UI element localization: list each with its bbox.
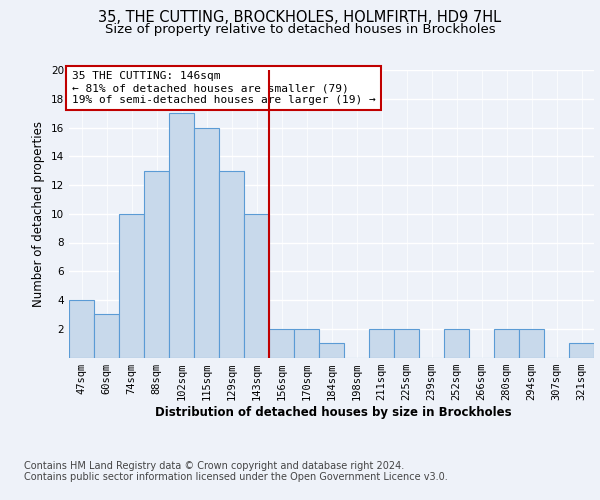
Bar [294,329,319,358]
Text: 35 THE CUTTING: 146sqm
← 81% of detached houses are smaller (79)
19% of semi-det: 35 THE CUTTING: 146sqm ← 81% of detached… [71,72,376,104]
Bar [219,170,244,358]
Bar [569,343,594,357]
Bar [369,329,394,358]
Bar [194,128,219,358]
Bar [119,214,144,358]
Text: 35, THE CUTTING, BROCKHOLES, HOLMFIRTH, HD9 7HL: 35, THE CUTTING, BROCKHOLES, HOLMFIRTH, … [98,10,502,25]
Text: Size of property relative to detached houses in Brockholes: Size of property relative to detached ho… [104,24,496,36]
Bar [69,300,94,358]
Bar [244,214,269,358]
Bar [319,343,344,357]
Bar [494,329,519,358]
Y-axis label: Number of detached properties: Number of detached properties [32,120,46,306]
Bar [394,329,419,358]
Bar [94,314,119,358]
Bar [169,113,194,358]
Bar [519,329,544,358]
Bar [144,170,169,358]
Text: Distribution of detached houses by size in Brockholes: Distribution of detached houses by size … [155,406,511,419]
Bar [269,329,294,358]
Text: Contains public sector information licensed under the Open Government Licence v3: Contains public sector information licen… [24,472,448,482]
Text: Contains HM Land Registry data © Crown copyright and database right 2024.: Contains HM Land Registry data © Crown c… [24,461,404,471]
Bar [444,329,469,358]
